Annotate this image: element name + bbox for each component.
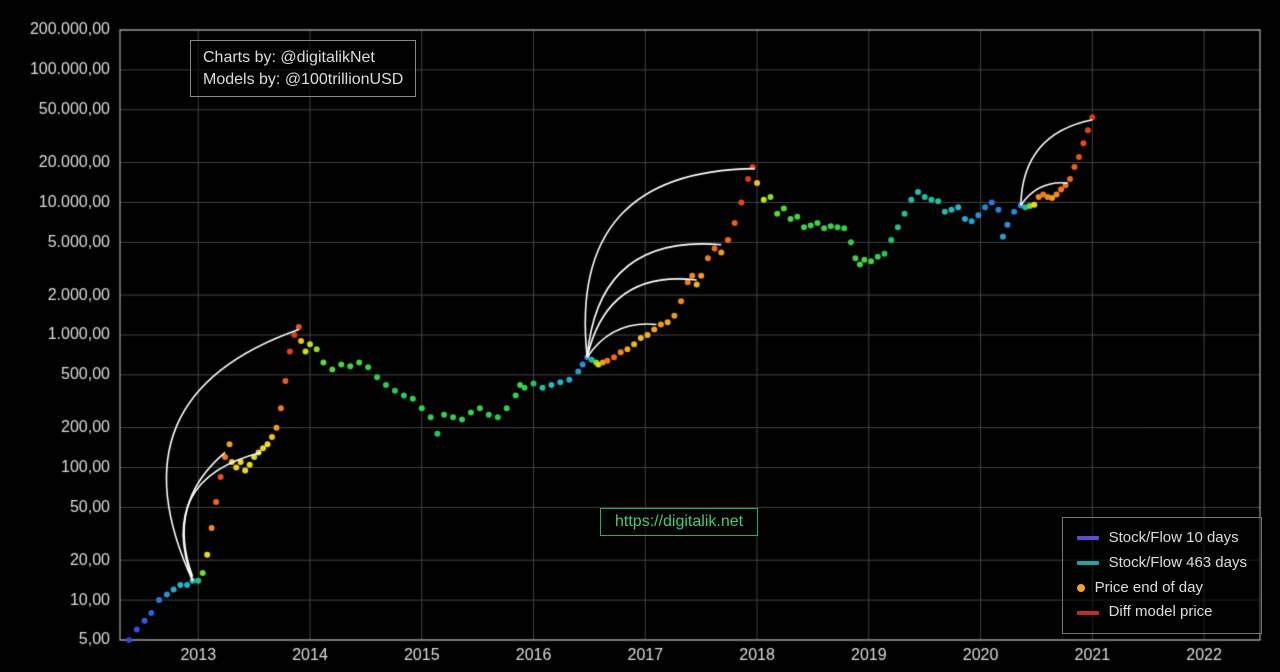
url-text: https://digitalik.net — [615, 513, 743, 530]
legend-label: Price end of day — [1095, 576, 1203, 601]
legend-label: Stock/Flow 463 days — [1109, 551, 1247, 576]
legend-item: Diff model price — [1077, 600, 1247, 625]
legend-item: Stock/Flow 10 days — [1077, 526, 1247, 551]
credits-line-2: Models by: @100trillionUSD — [203, 69, 403, 91]
legend-swatch — [1077, 584, 1085, 592]
legend-label: Diff model price — [1109, 600, 1213, 625]
credits-line-1: Charts by: @digitalikNet — [203, 47, 403, 69]
legend-swatch — [1077, 611, 1099, 615]
legend-item: Stock/Flow 463 days — [1077, 551, 1247, 576]
legend-swatch — [1077, 561, 1099, 565]
url-box: https://digitalik.net — [600, 508, 758, 536]
legend-swatch — [1077, 536, 1099, 540]
legend-item: Price end of day — [1077, 576, 1247, 601]
legend-label: Stock/Flow 10 days — [1109, 526, 1239, 551]
legend-box: Stock/Flow 10 daysStock/Flow 463 daysPri… — [1062, 517, 1262, 634]
credits-box: Charts by: @digitalikNet Models by: @100… — [190, 40, 416, 97]
